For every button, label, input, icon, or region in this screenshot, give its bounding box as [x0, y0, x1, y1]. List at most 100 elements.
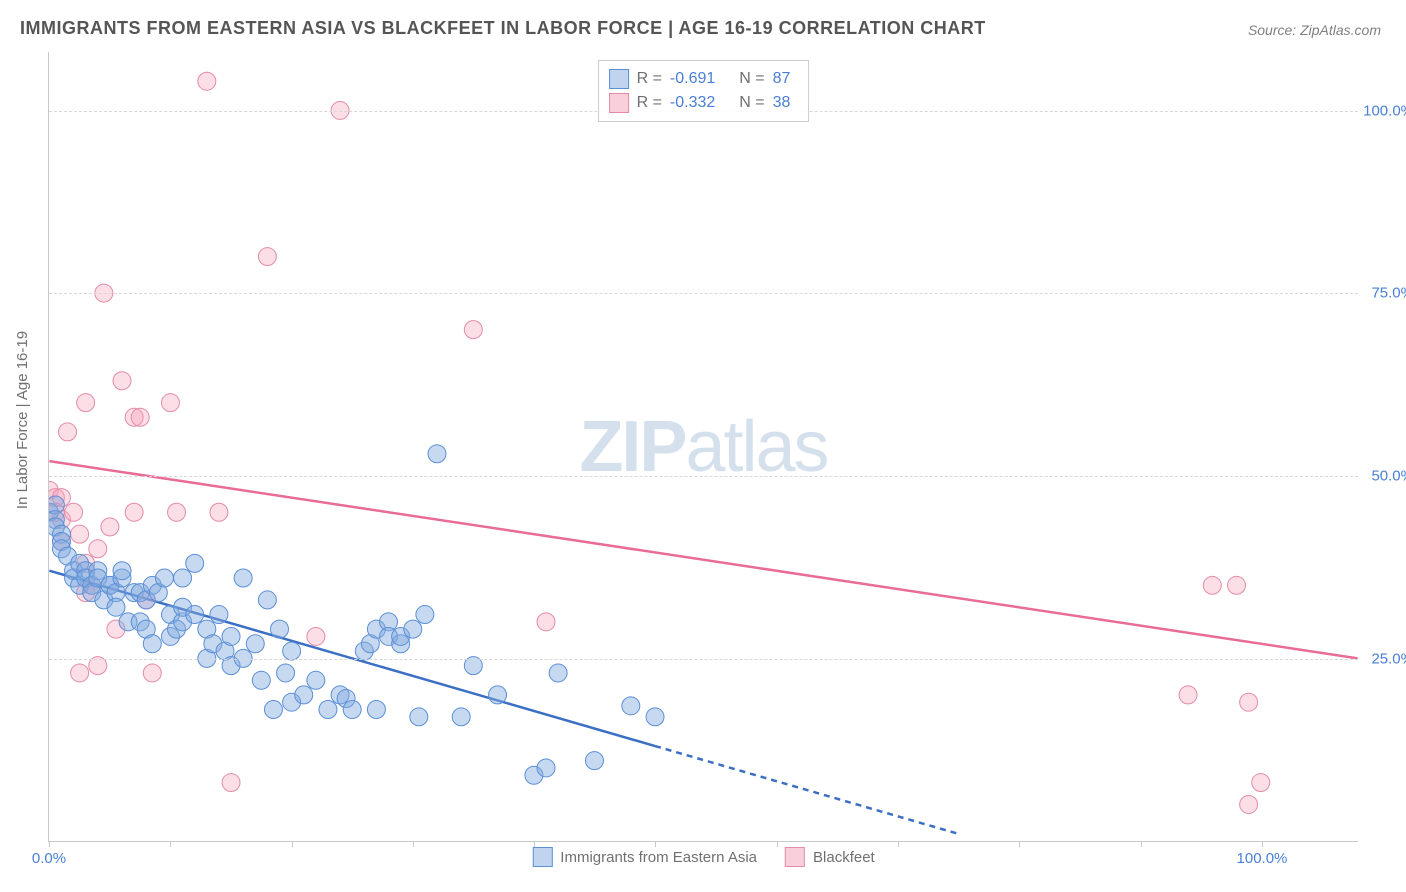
- data-point: [252, 671, 270, 689]
- gridline: [49, 293, 1358, 294]
- data-point: [428, 445, 446, 463]
- data-point: [125, 503, 143, 521]
- data-point: [113, 372, 131, 390]
- data-point: [168, 503, 186, 521]
- legend-item-blue: Immigrants from Eastern Asia: [532, 847, 757, 867]
- y-tick-label: 75.0%: [1371, 285, 1406, 302]
- data-point: [549, 664, 567, 682]
- data-point: [210, 606, 228, 624]
- data-point: [537, 613, 555, 631]
- x-tick-label: 100.0%: [1237, 850, 1288, 867]
- data-point: [258, 591, 276, 609]
- chart-title: IMMIGRANTS FROM EASTERN ASIA VS BLACKFEE…: [20, 18, 986, 39]
- data-point: [65, 503, 83, 521]
- legend-item-pink: Blackfeet: [785, 847, 875, 867]
- n-value-blue: 87: [773, 70, 791, 88]
- data-point: [131, 408, 149, 426]
- y-tick-label: 25.0%: [1371, 651, 1406, 668]
- data-point: [489, 686, 507, 704]
- data-point: [319, 701, 337, 719]
- legend-row-pink: R = -0.332 N = 38: [609, 91, 791, 115]
- data-point: [1240, 795, 1258, 813]
- legend-label-pink: Blackfeet: [813, 849, 875, 866]
- n-label: N =: [739, 94, 764, 112]
- data-point: [307, 627, 325, 645]
- data-point: [271, 620, 289, 638]
- x-tick-mark: [777, 841, 778, 847]
- data-point: [246, 635, 264, 653]
- data-point: [367, 701, 385, 719]
- data-point: [537, 759, 555, 777]
- data-point: [622, 697, 640, 715]
- data-point: [71, 664, 89, 682]
- chart-plot-area: ZIPatlas R = -0.691 N = 87 R = -0.332 N …: [48, 52, 1358, 842]
- swatch-blue: [532, 847, 552, 867]
- n-value-pink: 38: [773, 94, 791, 112]
- y-tick-label: 100.0%: [1363, 102, 1406, 119]
- data-point: [1179, 686, 1197, 704]
- data-point: [143, 664, 161, 682]
- legend-label-blue: Immigrants from Eastern Asia: [560, 849, 757, 866]
- data-point: [307, 671, 325, 689]
- data-point: [155, 569, 173, 587]
- data-point: [1203, 576, 1221, 594]
- data-point: [1228, 576, 1246, 594]
- data-point: [464, 321, 482, 339]
- data-point: [277, 664, 295, 682]
- data-point: [1252, 774, 1270, 792]
- r-label: R =: [637, 70, 662, 88]
- data-point: [186, 606, 204, 624]
- data-point: [343, 701, 361, 719]
- data-point: [59, 423, 77, 441]
- data-point: [101, 518, 119, 536]
- data-point: [186, 554, 204, 572]
- data-point: [222, 774, 240, 792]
- scatter-svg: [49, 52, 1358, 841]
- data-point: [222, 627, 240, 645]
- x-tick-mark: [413, 841, 414, 847]
- x-tick-label: 0.0%: [32, 850, 66, 867]
- data-point: [161, 394, 179, 412]
- data-point: [264, 701, 282, 719]
- y-axis-title: In Labor Force | Age 16-19: [14, 331, 31, 509]
- data-point: [410, 708, 428, 726]
- r-value-pink: -0.332: [670, 94, 715, 112]
- data-point: [295, 686, 313, 704]
- data-point: [77, 394, 95, 412]
- x-tick-mark: [1262, 841, 1263, 847]
- data-point: [585, 752, 603, 770]
- data-point: [107, 598, 125, 616]
- data-point: [416, 606, 434, 624]
- data-point: [404, 620, 422, 638]
- x-tick-mark: [49, 841, 50, 847]
- data-point: [283, 642, 301, 660]
- swatch-blue: [609, 69, 629, 89]
- source-label: Source: ZipAtlas.com: [1248, 22, 1381, 38]
- x-tick-mark: [1019, 841, 1020, 847]
- legend-row-blue: R = -0.691 N = 87: [609, 67, 791, 91]
- data-point: [174, 569, 192, 587]
- gridline: [49, 476, 1358, 477]
- x-tick-mark: [292, 841, 293, 847]
- data-point: [143, 635, 161, 653]
- data-point: [234, 569, 252, 587]
- x-tick-mark: [1141, 841, 1142, 847]
- x-tick-mark: [898, 841, 899, 847]
- data-point: [89, 540, 107, 558]
- r-label: R =: [637, 94, 662, 112]
- data-point: [646, 708, 664, 726]
- r-value-blue: -0.691: [670, 70, 715, 88]
- swatch-pink: [609, 93, 629, 113]
- data-point: [198, 72, 216, 90]
- y-tick-label: 50.0%: [1371, 468, 1406, 485]
- n-label: N =: [739, 70, 764, 88]
- x-tick-mark: [170, 841, 171, 847]
- data-point: [1240, 693, 1258, 711]
- gridline: [49, 659, 1358, 660]
- swatch-pink: [785, 847, 805, 867]
- x-tick-mark: [534, 841, 535, 847]
- data-point: [71, 525, 89, 543]
- x-tick-mark: [655, 841, 656, 847]
- data-point: [452, 708, 470, 726]
- data-point: [113, 562, 131, 580]
